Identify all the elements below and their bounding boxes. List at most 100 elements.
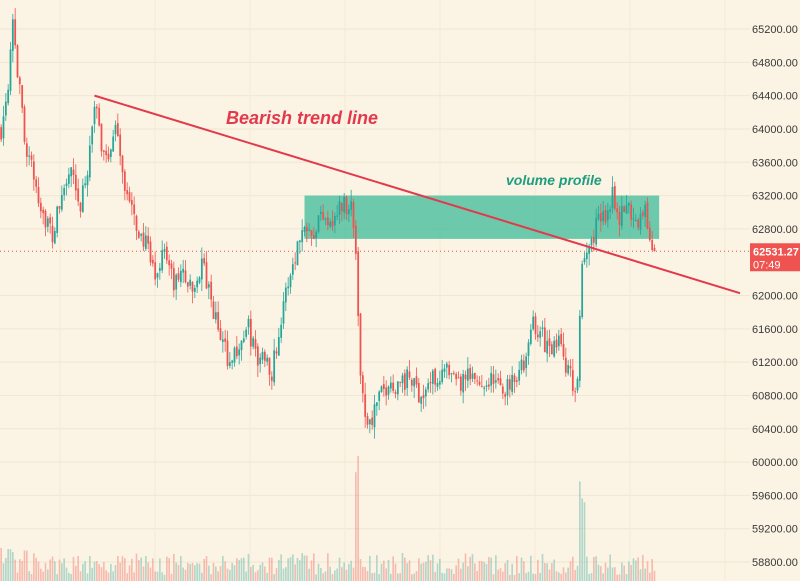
volume-bar <box>609 554 611 581</box>
volume-bar <box>7 549 9 581</box>
candle-body <box>107 153 110 160</box>
price-tick-label: 63200.00 <box>752 191 798 203</box>
volume-bar <box>301 553 303 581</box>
candle-body <box>639 214 642 230</box>
volume-bar <box>65 567 68 581</box>
volume-bar <box>548 569 551 581</box>
volume-bar <box>100 567 103 581</box>
candle-body <box>268 357 271 375</box>
candle-body <box>606 210 609 221</box>
volume-bar <box>140 557 142 581</box>
candle-body <box>137 231 140 238</box>
volume-bar <box>506 560 509 581</box>
bearish-trend-line[interactable] <box>94 94 741 295</box>
volume-bar <box>644 568 646 581</box>
candle-body <box>651 240 654 251</box>
volume-bar <box>142 566 145 581</box>
candle-body <box>203 258 206 264</box>
candle-body <box>413 378 416 387</box>
price-tick-label: 63600.00 <box>752 157 798 169</box>
volume-bar <box>464 553 467 581</box>
volume-bar <box>184 569 187 581</box>
candle-body <box>266 357 269 362</box>
candle-body <box>583 258 586 263</box>
candle-body <box>133 204 136 214</box>
volume-bar <box>441 572 443 581</box>
volume-bar <box>117 556 119 581</box>
candle-body <box>214 312 217 320</box>
candle-body <box>9 49 12 91</box>
candle-body <box>77 188 80 202</box>
volume-bar <box>537 559 539 581</box>
candle-body <box>161 250 164 271</box>
candle-body <box>557 335 560 347</box>
candle-body <box>79 202 82 212</box>
candle-body <box>49 217 52 224</box>
volume-bar <box>513 574 516 581</box>
volume-bar <box>103 562 105 581</box>
candle-body <box>380 386 383 392</box>
volume-bar <box>299 560 301 581</box>
candle-body <box>170 263 173 269</box>
candle-body <box>534 316 537 335</box>
volume-bar <box>28 571 30 581</box>
price-tick-label: 58800.00 <box>752 557 798 569</box>
candle-body <box>357 251 360 317</box>
candle-body <box>193 287 196 292</box>
volume-bar <box>44 562 47 581</box>
price-axis[interactable]: 58800.00 59200.00 59600.00 60000.00 60400.00… <box>752 24 798 569</box>
volume-bar <box>0 548 2 581</box>
candle-body <box>371 417 374 426</box>
volume-bar <box>485 564 488 581</box>
volume-bar <box>324 571 327 581</box>
volume-bar <box>532 573 534 581</box>
volume-bar <box>483 562 485 581</box>
volume-bar <box>359 559 362 581</box>
candle-body <box>455 374 458 380</box>
trend-line-label: Bearish trend line <box>226 108 378 128</box>
candle-body <box>275 351 278 354</box>
candle-body <box>368 419 371 425</box>
candle-body <box>102 150 105 152</box>
volume-bar <box>621 562 623 581</box>
volume-bar <box>429 560 432 581</box>
candle-body <box>448 364 451 376</box>
volume-bar <box>544 563 546 581</box>
candle-body <box>60 195 63 210</box>
volume-bar <box>177 564 180 581</box>
candle-body <box>434 368 437 385</box>
candle-body <box>396 381 399 395</box>
volume-bar <box>252 564 254 581</box>
current-price-tag: 62531.27 07:49 <box>750 243 800 272</box>
candle-body <box>410 379 413 386</box>
volume-bar <box>245 571 247 581</box>
candle-body <box>121 155 124 173</box>
candle-body <box>387 386 390 395</box>
volume-bar <box>84 561 86 581</box>
candle-body <box>354 225 357 254</box>
volume-bar <box>411 574 413 581</box>
candle-body <box>319 211 322 214</box>
volume-bar <box>397 573 399 581</box>
volume-bar <box>457 558 460 581</box>
volume-bar <box>625 573 628 581</box>
volume-bar <box>112 571 114 581</box>
volume-bar <box>154 571 156 581</box>
volume-bar <box>345 569 348 581</box>
volume-bar <box>569 561 572 581</box>
grid <box>0 0 750 581</box>
candle-body <box>513 375 516 383</box>
volume-bar <box>168 558 170 581</box>
candle-body <box>459 376 462 391</box>
volume-bar <box>189 564 191 581</box>
volume-bar <box>233 565 236 581</box>
candle-body <box>310 230 313 236</box>
volume-bar <box>488 556 490 581</box>
candle-body <box>429 382 432 384</box>
volume-bar <box>180 556 182 581</box>
volume-bar <box>219 566 222 581</box>
volume-bar <box>511 563 513 581</box>
candle-body <box>7 89 10 104</box>
